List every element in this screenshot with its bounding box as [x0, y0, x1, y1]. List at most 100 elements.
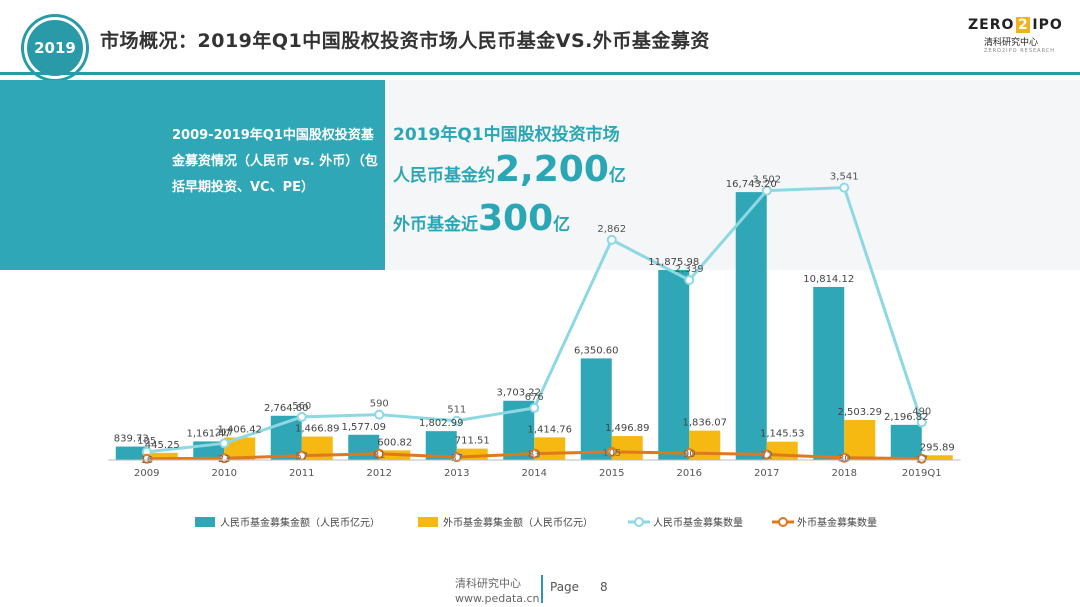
bar-rmb-2017 — [735, 192, 767, 460]
line-value-label: 83 — [528, 450, 541, 461]
point-rmb-count — [529, 403, 540, 413]
legend-label: 人民币基金募集金额（人民币亿元） — [220, 516, 380, 529]
footer-org: 清科研究中心 www.pedata.cn — [455, 576, 540, 606]
line-value-label: 676 — [525, 392, 544, 403]
logo-subtitle-en: ZERO2IPO RESEARCH — [984, 48, 1056, 54]
line-value-label: 57 — [295, 452, 308, 463]
highlight-line1: 2019年Q1中国股权投资市场 — [393, 125, 620, 145]
point-rmb-count — [916, 417, 927, 428]
bar-value-label: 6,350.60 — [574, 345, 619, 356]
x-tick-label: 2011 — [289, 468, 314, 479]
x-tick-label: 2010 — [212, 468, 237, 479]
x-tick-label: 2018 — [832, 468, 857, 479]
bar-rmb-2016 — [658, 269, 690, 460]
point-rmb-count — [684, 275, 695, 286]
bar-rmb-2009 — [115, 446, 147, 460]
x-tick-label: 2014 — [522, 468, 547, 479]
point-rmb-count — [296, 411, 307, 422]
point-rmb-count — [761, 185, 772, 196]
line-value-label: 90 — [683, 449, 696, 460]
bar-value-label: 295.89 — [920, 442, 955, 453]
background-photo-area — [385, 80, 1080, 270]
line-value-label: 3,502 — [752, 175, 781, 186]
line-value-label: 490 — [912, 406, 931, 417]
x-tick-label: 2017 — [754, 468, 779, 479]
legend-marker — [778, 517, 788, 527]
footer-org-name: 清科研究中心 — [455, 577, 521, 590]
legend-swatch — [418, 517, 438, 527]
line-value-label: 105 — [602, 448, 621, 459]
bar-value-label: 1,802.99 — [419, 418, 464, 429]
point-foreign-count — [606, 446, 617, 457]
line-value-label: 72 — [760, 450, 773, 461]
bar-value-label: 600.82 — [377, 437, 412, 448]
highlight-line3: 外币基金近300亿 — [393, 198, 571, 239]
bar-value-label: 16,743.20 — [726, 179, 777, 190]
x-tick-label: 2009 — [134, 468, 159, 479]
line-value-label: 2,339 — [675, 264, 704, 275]
bar-value-label: 1,466.89 — [295, 424, 340, 435]
bar-value-label: 1,406.42 — [217, 424, 262, 435]
line-value-label: 217 — [215, 427, 234, 438]
bar-value-label: 10,814.12 — [803, 274, 854, 285]
point-rmb-count — [219, 438, 230, 449]
bar-foreign-2018 — [844, 419, 876, 460]
line-value-label: 511 — [447, 405, 466, 416]
bar-foreign-2015 — [611, 436, 643, 460]
point-foreign-count — [529, 448, 540, 459]
point-rmb-count — [606, 234, 617, 245]
point-rmb-count — [839, 182, 850, 193]
legend-marker — [634, 517, 644, 527]
bar-rmb-2015 — [580, 358, 612, 460]
bar-foreign-2013 — [456, 448, 488, 460]
line-value-label: 3,541 — [830, 172, 859, 183]
line-value-label: 105 — [137, 436, 156, 447]
point-foreign-count — [916, 453, 927, 464]
x-tick-label: 2013 — [444, 468, 469, 479]
bar-foreign-2019Q1 — [921, 455, 953, 460]
line-value-label: 30 — [838, 454, 851, 465]
bar-value-label: 1,145.53 — [760, 429, 805, 440]
bar-value-label: 711.51 — [455, 436, 490, 447]
line-value-label: 37 — [450, 453, 463, 464]
x-tick-label: 2012 — [367, 468, 392, 479]
bar-foreign-2009 — [146, 452, 178, 460]
header: 2019 市场概况：2019年Q1中国股权投资市场人民币基金VS.外币基金募资 … — [0, 0, 1080, 80]
bar-value-label: 1,161.47 — [186, 428, 231, 439]
point-rmb-count — [374, 409, 385, 420]
bar-value-label: 1,836.07 — [682, 418, 727, 429]
bar-foreign-2010 — [224, 437, 256, 460]
bar-rmb-2019Q1 — [890, 424, 922, 460]
x-tick-label: 2016 — [677, 468, 702, 479]
page-title: 市场概况：2019年Q1中国股权投资市场人民币基金VS.外币基金募资 — [100, 30, 710, 52]
bar-value-label: 11,875.98 — [648, 257, 699, 268]
line-value-label: 590 — [370, 399, 389, 410]
line-value-label: 560 — [292, 401, 311, 412]
footer-page-label: Page — [550, 580, 580, 594]
point-foreign-count — [761, 449, 772, 460]
point-foreign-count — [684, 448, 695, 459]
footer-page-number: 8 — [600, 580, 608, 594]
bar-rmb-2018 — [813, 286, 845, 460]
header-divider — [0, 72, 1080, 75]
legend-label: 外币基金募集数量 — [797, 516, 877, 529]
point-rmb-count — [451, 415, 462, 426]
legend-label: 外币基金募集金额（人民币亿元） — [443, 516, 593, 529]
x-tick-label: 2015 — [599, 468, 624, 479]
bar-value-label: 1,496.89 — [605, 423, 650, 434]
zero2ipo-logo: ZERO 2 IPO 清科研究中心 ZERO2IPO RESEARCH — [968, 17, 1066, 63]
bar-value-label: 1,577.09 — [341, 422, 386, 433]
bar-value-label: 1,414.76 — [527, 424, 572, 435]
line-value-label: 2,862 — [597, 224, 626, 235]
bar-value-label: 445.25 — [145, 440, 180, 451]
point-foreign-count — [374, 448, 385, 459]
footer-divider — [541, 575, 543, 603]
bar-value-label: 2,196.82 — [884, 412, 929, 423]
x-tick-label: 2019Q1 — [902, 468, 942, 479]
bar-value-label: 2,503.29 — [837, 407, 882, 418]
bar-value-label: 3,703.22 — [496, 388, 541, 399]
bar-value-label: 839.73 — [114, 434, 149, 445]
footer-url: www.pedata.cn — [455, 592, 540, 605]
panel-description: 2009-2019年Q1中国股权投资基金募资情况（人民币 vs. 外币）（包括早… — [172, 128, 378, 195]
